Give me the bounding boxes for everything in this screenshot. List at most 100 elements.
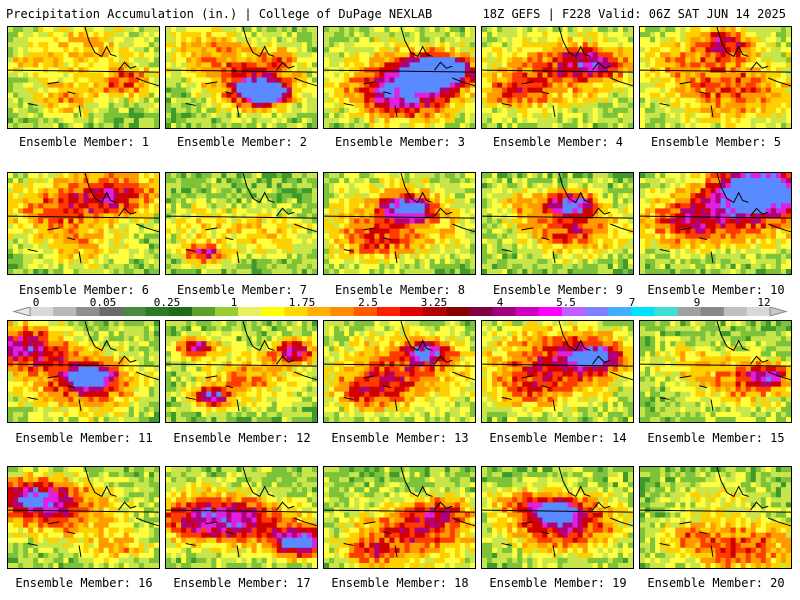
colorbar-swatch bbox=[631, 307, 655, 316]
coastline-outline bbox=[501, 321, 633, 412]
precipitation-colorbar: 0 0.05 0.25 1 1.75 2.5 3.25 4 5.5 7 9 12 bbox=[0, 296, 800, 318]
ensemble-member-label: Ensemble Member: 10 bbox=[647, 283, 785, 297]
ensemble-member-label: Ensemble Member: 11 bbox=[15, 431, 153, 445]
country-border-line bbox=[324, 363, 475, 367]
ensemble-member-label: Ensemble Member: 6 bbox=[18, 283, 150, 297]
coastline-outline bbox=[343, 467, 475, 558]
ensemble-member-map bbox=[639, 26, 792, 129]
coastline-outline bbox=[185, 321, 317, 412]
coastline-outline bbox=[659, 321, 791, 412]
colorbar-swatch bbox=[145, 307, 170, 316]
country-border-line bbox=[324, 215, 475, 219]
coastline-outline bbox=[27, 173, 159, 264]
country-border-line bbox=[8, 215, 159, 219]
ensemble-member-label: Ensemble Member: 12 bbox=[173, 431, 311, 445]
coastline-outline bbox=[659, 173, 791, 264]
country-border-line bbox=[166, 509, 317, 513]
colorbar-swatch bbox=[330, 307, 355, 316]
ensemble-member-map bbox=[481, 26, 634, 129]
colorbar-tick-label: 4 bbox=[496, 296, 504, 309]
coastline-outline bbox=[185, 467, 317, 558]
colorbar-swatch bbox=[353, 307, 378, 316]
coastline-outline bbox=[185, 27, 317, 118]
colorbar-tick-label: 9 bbox=[693, 296, 701, 309]
ensemble-member-label: Ensemble Member: 18 bbox=[331, 576, 469, 590]
ensemble-member-label: Ensemble Member: 17 bbox=[173, 576, 311, 590]
ensemble-member-map bbox=[165, 172, 318, 275]
country-border-line bbox=[482, 363, 633, 367]
colorbar-swatch bbox=[191, 307, 216, 316]
colorbar-swatch bbox=[492, 307, 516, 316]
colorbar-swatch bbox=[654, 307, 678, 316]
colorbar-swatch bbox=[76, 307, 100, 316]
ensemble-member-label: Ensemble Member: 8 bbox=[334, 283, 466, 297]
colorbar-swatch bbox=[585, 307, 609, 316]
colorbar-tick-label: 0 bbox=[32, 296, 40, 309]
country-border-line bbox=[640, 509, 791, 513]
map-title: Precipitation Accumulation (in.) | Colle… bbox=[6, 7, 433, 21]
ensemble-member-map bbox=[323, 466, 476, 569]
colorbar-tick-label: 0.05 bbox=[89, 296, 117, 309]
ensemble-member-map bbox=[639, 320, 792, 423]
ensemble-member-label: Ensemble Member: 14 bbox=[489, 431, 627, 445]
country-border-line bbox=[482, 69, 633, 73]
colorbar-swatch bbox=[284, 307, 308, 316]
coastline-outline bbox=[27, 321, 159, 412]
colorbar-swatch bbox=[700, 307, 725, 316]
ensemble-member-label: Ensemble Member: 16 bbox=[15, 576, 153, 590]
colorbar-swatch bbox=[376, 307, 401, 316]
ensemble-member-map bbox=[7, 320, 160, 423]
ensemble-member-map bbox=[165, 26, 318, 129]
ensemble-member-label: Ensemble Member: 3 bbox=[334, 135, 466, 149]
ensemble-member-label: Ensemble Member: 5 bbox=[650, 135, 782, 149]
ensemble-member-label: Ensemble Member: 20 bbox=[647, 576, 785, 590]
ensemble-member-label: Ensemble Member: 15 bbox=[647, 431, 785, 445]
colorbar-swatch bbox=[538, 307, 563, 316]
colorbar-tick-label: 5.5 bbox=[556, 296, 576, 309]
colorbar-tick-label: 3.25 bbox=[420, 296, 448, 309]
colorbar-swatch bbox=[99, 307, 123, 316]
country-border-line bbox=[8, 363, 159, 367]
colorbar-tick-label: 1.75 bbox=[288, 296, 316, 309]
ensemble-member-label: Ensemble Member: 1 bbox=[18, 135, 150, 149]
country-border-line bbox=[166, 363, 317, 367]
colorbar-swatch bbox=[561, 307, 586, 316]
ensemble-member-label: Ensemble Member: 19 bbox=[489, 576, 627, 590]
colorbar-swatch bbox=[307, 307, 331, 316]
coastline-outline bbox=[27, 27, 159, 118]
colorbar-swatch bbox=[677, 307, 701, 316]
ensemble-member-map bbox=[481, 172, 634, 275]
ensemble-member-map bbox=[7, 26, 160, 129]
country-border-line bbox=[8, 69, 159, 73]
colorbar-swatch bbox=[30, 307, 54, 316]
colorbar-swatch bbox=[261, 307, 285, 316]
ensemble-member-map bbox=[639, 466, 792, 569]
coastline-outline bbox=[343, 321, 475, 412]
coastline-outline bbox=[501, 27, 633, 118]
ensemble-member-map bbox=[7, 466, 160, 569]
ensemble-member-label: Ensemble Member: 4 bbox=[492, 135, 624, 149]
colorbar-swatch bbox=[215, 307, 239, 316]
ensemble-member-label: Ensemble Member: 7 bbox=[176, 283, 308, 297]
country-border-line bbox=[640, 215, 791, 219]
ensemble-member-map bbox=[165, 320, 318, 423]
ensemble-member-map bbox=[639, 172, 792, 275]
country-border-line bbox=[324, 509, 475, 513]
colorbar-swatch bbox=[400, 307, 424, 316]
colorbar-tick-label: 0.25 bbox=[153, 296, 181, 309]
country-border-line bbox=[482, 509, 633, 513]
ensemble-member-map bbox=[323, 172, 476, 275]
country-border-line bbox=[640, 363, 791, 367]
coastline-outline bbox=[27, 467, 159, 558]
coastline-outline bbox=[343, 27, 475, 118]
colorbar-tick-label: 2.5 bbox=[358, 296, 378, 309]
colorbar-tick-label: 1 bbox=[230, 296, 238, 309]
colorbar-tick-label: 12 bbox=[757, 296, 771, 309]
ensemble-member-map bbox=[323, 320, 476, 423]
coastline-outline bbox=[501, 467, 633, 558]
country-border-line bbox=[482, 215, 633, 219]
country-border-line bbox=[640, 69, 791, 73]
ensemble-member-label: Ensemble Member: 2 bbox=[176, 135, 308, 149]
colorbar-swatch bbox=[446, 307, 470, 316]
colorbar-swatch bbox=[469, 307, 493, 316]
